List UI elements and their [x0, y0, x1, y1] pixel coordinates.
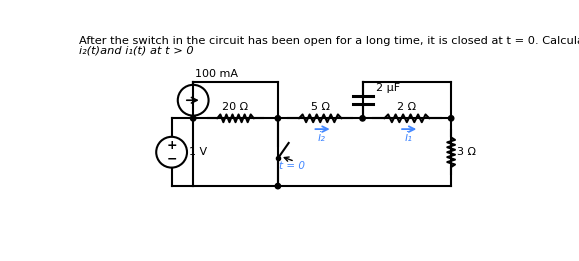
- Circle shape: [448, 116, 454, 121]
- Text: 20 Ω: 20 Ω: [222, 102, 248, 112]
- Text: i₁: i₁: [404, 132, 412, 144]
- Text: i₂: i₂: [318, 132, 326, 144]
- Circle shape: [360, 116, 365, 121]
- Circle shape: [275, 116, 281, 121]
- Circle shape: [190, 116, 196, 121]
- Text: After the switch in the circuit has been open for a long time, it is closed at t: After the switch in the circuit has been…: [79, 36, 579, 46]
- Text: 2 μF: 2 μF: [376, 83, 400, 93]
- Text: 100 mA: 100 mA: [195, 69, 238, 79]
- Text: −: −: [166, 153, 177, 166]
- Text: +: +: [166, 139, 177, 152]
- Text: 5 Ω: 5 Ω: [311, 102, 329, 112]
- Text: i₂(t)and i₁(t) at t > 0: i₂(t)and i₁(t) at t > 0: [79, 45, 194, 55]
- Text: 3 Ω: 3 Ω: [456, 147, 475, 157]
- Circle shape: [275, 183, 281, 189]
- Text: 1 V: 1 V: [189, 147, 207, 157]
- Text: 2 Ω: 2 Ω: [397, 102, 416, 112]
- Text: t = 0: t = 0: [280, 162, 305, 171]
